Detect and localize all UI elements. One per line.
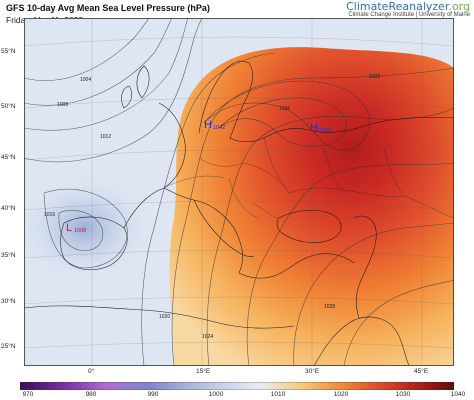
- pressure-colorbar: [20, 382, 454, 390]
- colorbar-tick-970: 970: [22, 391, 34, 398]
- brand-logo[interactable]: ClimateReanalyzer.org Climate Change Ins…: [346, 0, 470, 18]
- lat-label-25: 25°N: [1, 343, 16, 350]
- svg-text:1008: 1008: [74, 228, 86, 234]
- lon-label-30e: 30°E: [305, 368, 320, 375]
- lat-label-30: 30°N: [1, 298, 16, 305]
- svg-text:1042: 1042: [213, 125, 225, 131]
- svg-text:H: H: [310, 122, 318, 134]
- map-frame: [24, 18, 454, 366]
- lon-label-45e: 45°E: [414, 368, 429, 375]
- svg-text:1039: 1039: [319, 128, 331, 134]
- isobar-label-1024: 1024: [202, 334, 213, 340]
- lon-label-15e: 15°E: [196, 368, 211, 375]
- lat-label-40: 40°N: [1, 205, 16, 212]
- high-pressure-field: [169, 47, 454, 366]
- low-pressure-field-north: [24, 18, 244, 168]
- pressure-centers: H 1042 H 1039 L 1008: [66, 119, 331, 234]
- map-title: GFS 10-day Avg Mean Sea Level Pressure (…: [6, 3, 210, 13]
- country-borders: [163, 137, 454, 219]
- colorbar-tick-1040: 1040: [450, 391, 466, 398]
- isobar-label-1008: 1008: [57, 102, 68, 108]
- isobar-label-1016: 1016: [44, 212, 55, 218]
- lat-label-55: 55°N: [1, 48, 16, 55]
- isobar-label-1036: 1036: [279, 106, 290, 112]
- isobar-label-1028: 1028: [324, 304, 335, 310]
- brand-subtitle: Climate Change Institute | University of…: [348, 12, 470, 18]
- lat-label-45: 45°N: [1, 154, 16, 161]
- lon-label-0: 0°: [88, 368, 95, 375]
- colorbar-tick-1010: 1010: [270, 391, 286, 398]
- high-center-scandinavia: H 1042: [204, 119, 225, 131]
- lat-label-35: 35°N: [1, 252, 16, 259]
- svg-text:L: L: [66, 222, 72, 234]
- isobar-label-1012: 1012: [100, 134, 111, 140]
- colorbar-tick-980: 980: [85, 391, 97, 398]
- colorbar-tick-1030: 1030: [395, 391, 411, 398]
- colorbar-tick-1000: 1000: [208, 391, 224, 398]
- graticule: [24, 18, 454, 366]
- isobars: [24, 18, 454, 366]
- lat-label-50: 50°N: [1, 103, 16, 110]
- isobar-label-1020: 1020: [159, 314, 170, 320]
- high-center-russia: H 1039: [310, 122, 331, 134]
- brand-name: ClimateReanalyzer.org: [346, 0, 470, 13]
- isobar-label-1004: 1004: [80, 77, 91, 83]
- isobar-label-1032: 1032: [369, 74, 380, 80]
- svg-text:H: H: [204, 119, 212, 131]
- low-center-iberia: L 1008: [66, 222, 86, 234]
- colorbar-tick-1020: 1020: [333, 391, 349, 398]
- isobar-labels: 1004 1008 1012 1016 1020 1024 1028 1032 …: [44, 74, 380, 340]
- pressure-map: 1004 1008 1012 1016 1020 1024 1028 1032 …: [24, 18, 454, 366]
- colorbar-tick-990: 990: [147, 391, 159, 398]
